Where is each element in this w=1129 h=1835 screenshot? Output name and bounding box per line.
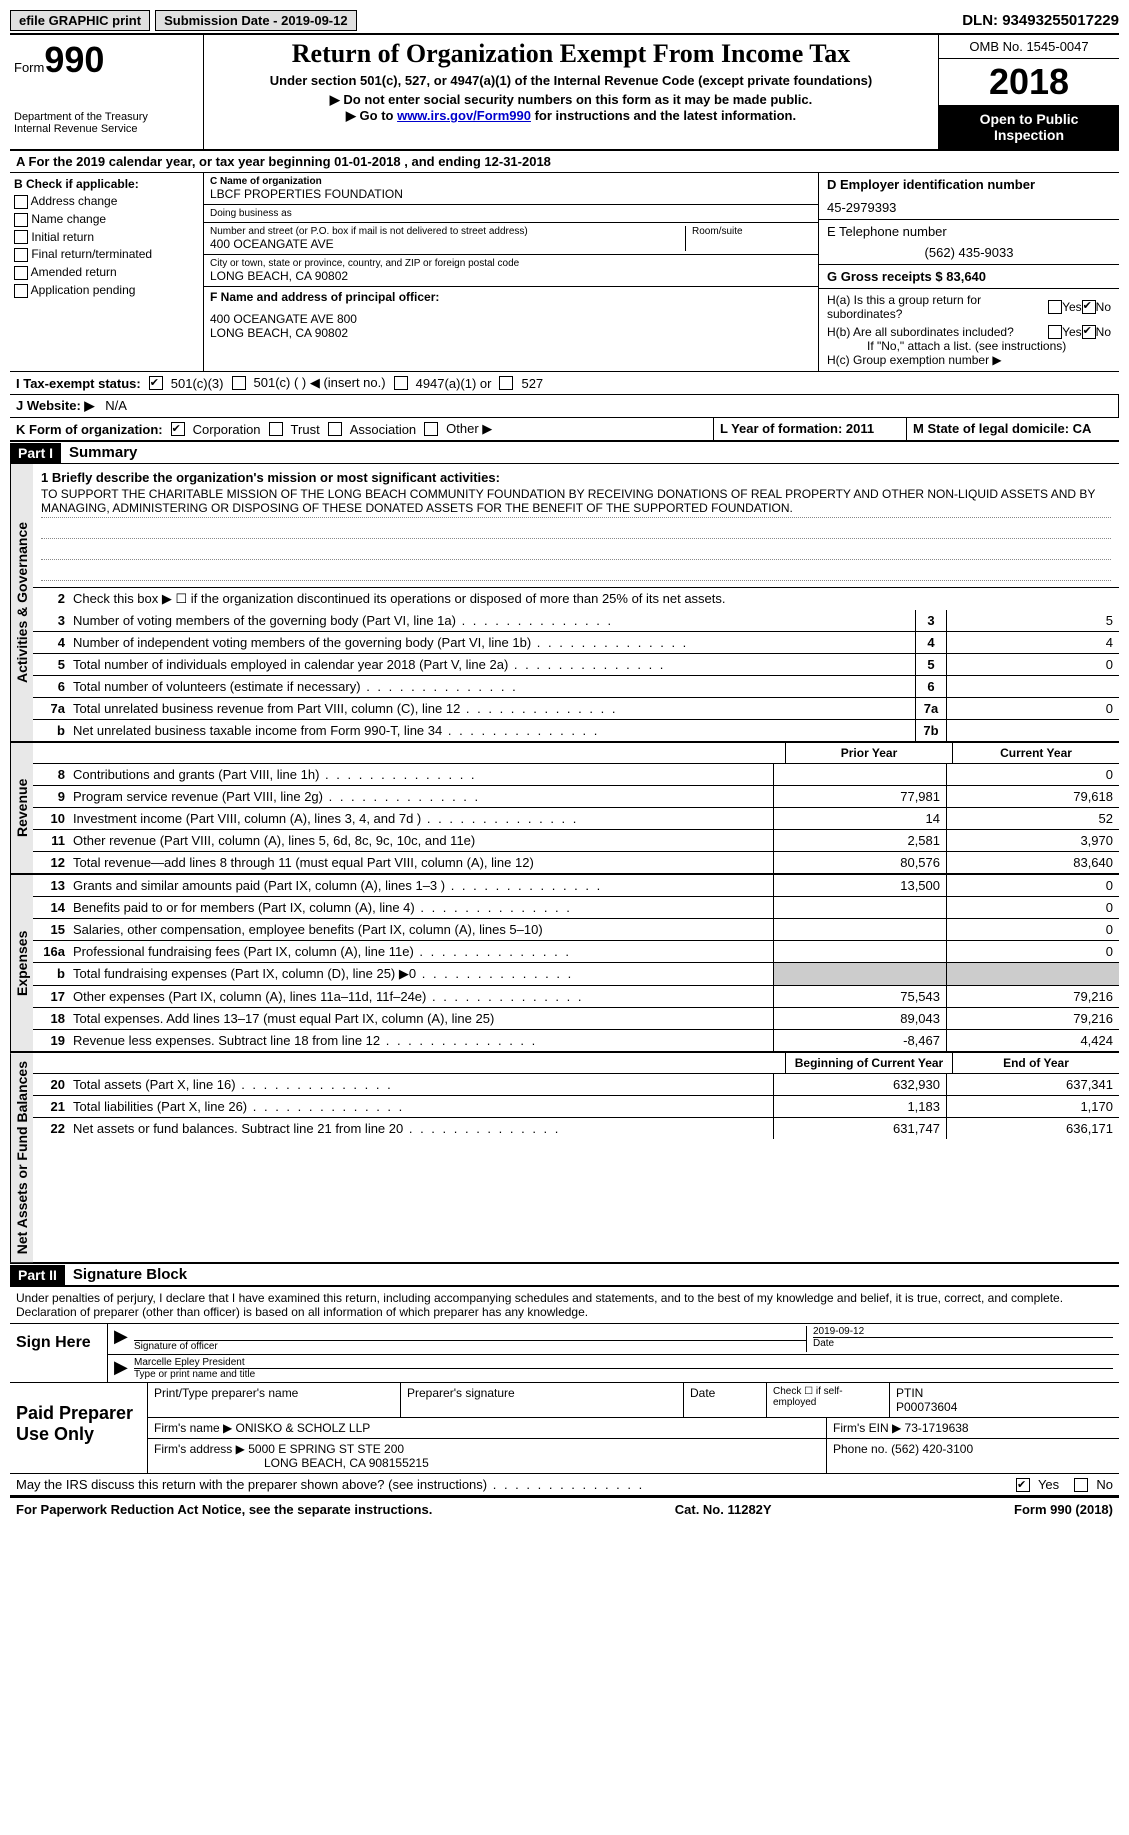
line-j: J Website: ▶ N/A [10, 395, 1119, 418]
governance-tab: Activities & Governance [10, 464, 33, 741]
table-row: 19Revenue less expenses. Subtract line 1… [33, 1030, 1119, 1051]
net-assets-tab: Net Assets or Fund Balances [10, 1053, 33, 1262]
mission-text: TO SUPPORT THE CHARITABLE MISSION OF THE… [41, 485, 1111, 518]
form-label: Form990 [14, 60, 104, 75]
ein: 45-2979393 [827, 200, 1111, 215]
table-row: bTotal fundraising expenses (Part IX, co… [33, 963, 1119, 986]
phone: (562) 435-9033 [827, 245, 1111, 260]
department: Department of the Treasury Internal Reve… [14, 111, 199, 135]
declaration: Under penalties of perjury, I declare th… [10, 1287, 1119, 1323]
table-row: 15Salaries, other compensation, employee… [33, 919, 1119, 941]
submission-date: Submission Date - 2019-09-12 [155, 10, 357, 31]
part-ii-title: Signature Block [65, 1264, 195, 1285]
paperwork-notice: For Paperwork Reduction Act Notice, see … [16, 1502, 432, 1517]
part-i-title: Summary [61, 442, 145, 463]
gross-receipts: 83,640 [946, 269, 986, 284]
table-row: 18Total expenses. Add lines 13–17 (must … [33, 1008, 1119, 1030]
sign-here-label: Sign Here [10, 1324, 108, 1382]
line-a: A For the 2019 calendar year, or tax yea… [10, 151, 1119, 173]
discuss-line: May the IRS discuss this return with the… [10, 1474, 1119, 1496]
omb-number: OMB No. 1545-0047 [939, 35, 1119, 59]
line-m: M State of legal domicile: CA [907, 418, 1119, 440]
efile-button[interactable]: efile GRAPHIC print [10, 10, 150, 31]
cat-no: Cat. No. 11282Y [432, 1502, 1014, 1517]
paid-preparer-label: Paid Preparer Use Only [10, 1383, 148, 1473]
irs-link[interactable]: www.irs.gov/Form990 [397, 108, 531, 123]
table-row: 21Total liabilities (Part X, line 26)1,1… [33, 1096, 1119, 1118]
column-b: B Check if applicable: Address change Na… [10, 173, 203, 371]
table-row: 20Total assets (Part X, line 16)632,9306… [33, 1074, 1119, 1096]
expenses-tab: Expenses [10, 875, 33, 1051]
line-2: Check this box ▶ ☐ if the organization d… [69, 588, 1119, 610]
table-row: 22Net assets or fund balances. Subtract … [33, 1118, 1119, 1139]
part-ii-header: Part II [10, 1265, 65, 1285]
table-row: 16aProfessional fundraising fees (Part I… [33, 941, 1119, 963]
form-title: Return of Organization Exempt From Incom… [212, 39, 930, 69]
street-address: 400 OCEANGATE AVE [210, 237, 685, 251]
part-i-header: Part I [10, 443, 61, 463]
officer-address: 400 OCEANGATE AVE 800 LONG BEACH, CA 908… [210, 312, 812, 340]
table-row: 11Other revenue (Part VIII, column (A), … [33, 830, 1119, 852]
table-row: 17Other expenses (Part IX, column (A), l… [33, 986, 1119, 1008]
ssn-warning: ▶ Do not enter social security numbers o… [212, 92, 930, 108]
column-d: D Employer identification number 45-2979… [819, 173, 1119, 371]
revenue-tab: Revenue [10, 743, 33, 873]
mission-label: 1 Briefly describe the organization's mi… [41, 470, 1111, 485]
org-name: LBCF PROPERTIES FOUNDATION [210, 187, 812, 201]
table-row: 12Total revenue—add lines 8 through 11 (… [33, 852, 1119, 873]
table-row: 8Contributions and grants (Part VIII, li… [33, 764, 1119, 786]
goto-link-line: ▶ Go to www.irs.gov/Form990 for instruct… [212, 108, 930, 124]
tax-year: 2018 [939, 59, 1119, 105]
city-state-zip: LONG BEACH, CA 90802 [210, 269, 812, 283]
table-row: 9Program service revenue (Part VIII, lin… [33, 786, 1119, 808]
column-c: C Name of organization LBCF PROPERTIES F… [203, 173, 819, 371]
line-i: I Tax-exempt status: 501(c)(3) 501(c) ( … [10, 372, 1119, 395]
table-row: 10Investment income (Part VIII, column (… [33, 808, 1119, 830]
open-public-badge: Open to Public Inspection [939, 105, 1119, 149]
line-k: K Form of organization: Corporation Trus… [10, 418, 714, 440]
form-footer: Form 990 (2018) [1014, 1502, 1113, 1517]
dln: DLN: 93493255017229 [962, 12, 1119, 29]
table-row: 13Grants and similar amounts paid (Part … [33, 875, 1119, 897]
form-subtitle: Under section 501(c), 527, or 4947(a)(1)… [212, 73, 930, 88]
table-row: 14Benefits paid to or for members (Part … [33, 897, 1119, 919]
line-l: L Year of formation: 2011 [714, 418, 907, 440]
